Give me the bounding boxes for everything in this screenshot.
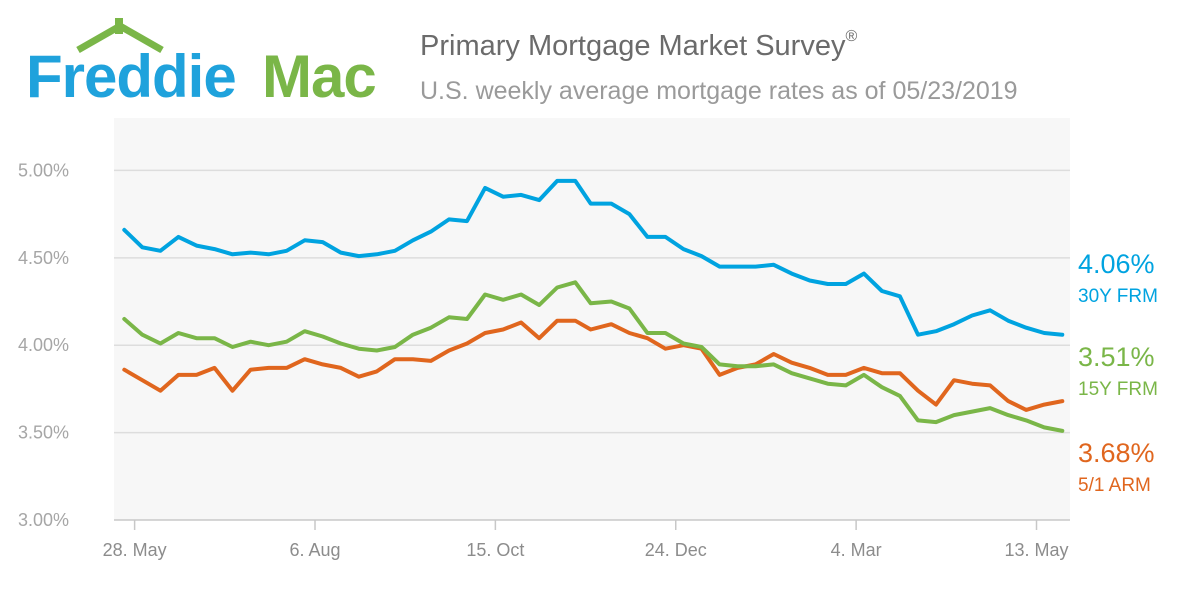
registered-mark: ® (845, 28, 858, 45)
series-line-frm30 (122, 178, 1065, 337)
chart-title-text: Primary Mortgage Market Survey (420, 30, 846, 62)
logo-chimney-icon (115, 18, 123, 34)
frm15-name-label: 15Y FRM (1078, 379, 1158, 400)
y-axis-labels: 3.00% 3.50% 4.00% 4.50% 5.00% (18, 160, 69, 530)
frm30-rate-label: 4.06% (1078, 249, 1155, 279)
x-tick-label: 6. Aug (289, 540, 340, 560)
chart-title: Primary Mortgage Market Survey® (420, 28, 858, 63)
y-tick-label: 5.00% (18, 160, 69, 180)
logo-mac-text: Mac (262, 43, 376, 110)
chart-subtitle: U.S. weekly average mortgage rates as of… (420, 77, 1018, 105)
y-tick-label: 3.50% (18, 423, 69, 443)
logo-freddie-text: Freddie (26, 43, 236, 110)
x-tick-label: 28. May (103, 540, 167, 560)
x-tick-label: 13. May (1004, 540, 1068, 560)
x-tick-label: 24. Dec (645, 540, 707, 560)
series-line-arm51 (122, 318, 1065, 412)
arm51-rate-label: 3.68% (1078, 438, 1155, 468)
y-tick-label: 4.00% (18, 335, 69, 355)
series-lines (122, 178, 1065, 433)
y-tick-label: 4.50% (18, 248, 69, 268)
x-tick-label: 15. Oct (466, 540, 524, 560)
y-tick-label: 3.00% (18, 510, 69, 530)
plot-area-background (114, 118, 1070, 520)
frm15-rate-label: 3.51% (1078, 342, 1155, 372)
x-axis: 28. May 6. Aug 15. Oct 24. Dec 4. Mar 13. May (103, 519, 1070, 560)
series-line-frm15 (122, 280, 1065, 433)
x-tick-label: 4. Mar (831, 540, 882, 560)
freddie-mac-logo: Freddie Mac (26, 18, 377, 110)
arm51-name-label: 5/1 ARM (1078, 475, 1151, 496)
frm30-name-label: 30Y FRM (1078, 286, 1158, 307)
